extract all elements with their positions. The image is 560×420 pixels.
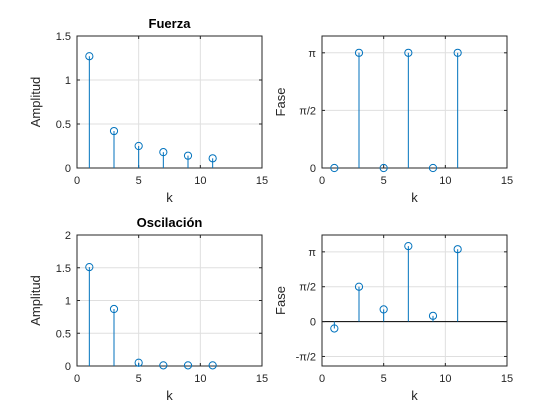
x-tick-label: 5	[136, 373, 142, 385]
stem-marker	[330, 163, 339, 173]
stem-marker	[134, 358, 143, 367]
stem-marker	[85, 52, 94, 61]
axes-frame	[321, 35, 508, 169]
x-tick-label: 15	[501, 175, 513, 187]
x-tick-label: 15	[501, 373, 513, 385]
y-tick-label: 1	[65, 296, 71, 308]
x-axis-label: k	[411, 388, 418, 403]
stem-marker	[453, 245, 462, 254]
y-tick-label: 0.5	[56, 328, 71, 340]
y-tick-label: -π/2	[296, 351, 316, 363]
plot-title: Fuerza	[149, 16, 192, 31]
y-axis-label: Fase	[273, 88, 288, 117]
stem-marker	[379, 305, 388, 314]
x-axis-label: k	[166, 388, 173, 403]
x-tick-label: 15	[256, 175, 268, 187]
subplot-1: 0 5 10 15 0 0.5 1 1.5 k Amplitud Fuerza	[28, 16, 268, 205]
stem-marker	[208, 361, 217, 370]
y-tick-label: 1.5	[56, 263, 71, 275]
y-axis-label: Fase	[273, 286, 288, 315]
stem-marker	[428, 311, 438, 320]
x-tick-label: 0	[319, 175, 325, 187]
stem-marker	[453, 48, 462, 57]
stem-marker	[159, 361, 168, 370]
y-tick-label: 0	[65, 361, 71, 373]
stem-marker	[208, 154, 217, 163]
stem-marker	[85, 262, 94, 272]
y-axis-label: Amplitud	[28, 77, 43, 128]
axes-frame	[321, 234, 508, 367]
stem-marker	[404, 242, 413, 251]
y-tick-label: 2	[65, 230, 71, 242]
x-tick-label: 15	[256, 373, 268, 385]
y-tick-label: π/2	[299, 105, 316, 117]
stem-marker	[330, 324, 339, 333]
y-tick-label: 0	[310, 163, 316, 175]
x-tick-label: 5	[381, 175, 387, 187]
stem-marker	[109, 126, 119, 136]
stem-marker	[134, 141, 143, 151]
stem-marker	[379, 163, 388, 173]
x-axis-label: k	[411, 190, 418, 205]
subplot-3: 0 5 10 15 0 0.5 1 1.5 2 k Amplitud Oscilación	[28, 215, 268, 403]
stem-marker	[183, 361, 193, 370]
stem-marker	[159, 148, 168, 157]
axes-frame	[76, 35, 263, 169]
y-tick-label: 1	[65, 75, 71, 87]
x-tick-label: 5	[381, 373, 387, 385]
stem-marker	[404, 48, 413, 57]
x-tick-label: 0	[319, 373, 325, 385]
stem-marker	[428, 163, 438, 173]
x-tick-label: 5	[136, 175, 142, 187]
stem-marker	[354, 48, 364, 57]
stem-marker	[354, 282, 364, 291]
x-tick-label: 10	[194, 373, 206, 385]
y-axis-label: Amplitud	[28, 275, 43, 326]
y-tick-label: π	[308, 247, 316, 259]
x-tick-label: 10	[194, 175, 206, 187]
y-tick-label: π	[308, 48, 316, 60]
y-tick-label: 0	[65, 163, 71, 175]
y-tick-label: 0	[310, 317, 316, 329]
y-tick-label: 0.5	[56, 119, 71, 131]
x-tick-label: 0	[74, 373, 80, 385]
subplot-2: 0 5 10 15 0 π/2 π k Fase	[273, 35, 513, 205]
stem-marker	[109, 304, 119, 314]
x-tick-label: 10	[439, 373, 451, 385]
x-tick-label: 0	[74, 175, 80, 187]
y-tick-label: 1.5	[56, 31, 71, 43]
x-axis-label: k	[166, 190, 173, 205]
stem-marker	[183, 151, 193, 160]
plot-title: Oscilación	[137, 215, 203, 230]
y-tick-label: π/2	[299, 282, 316, 294]
x-tick-label: 10	[439, 175, 451, 187]
